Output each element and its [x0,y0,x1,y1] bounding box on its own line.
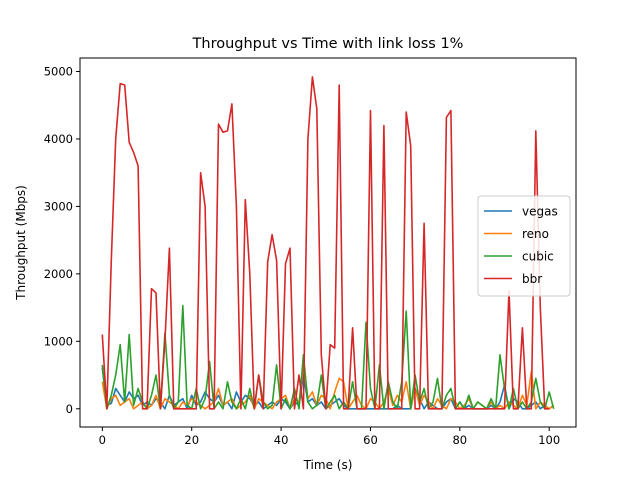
series-lines [101,76,555,410]
legend-box [477,195,571,297]
y-tick-label: 2000 [44,267,73,281]
legend-label-vegas: vegas [522,205,558,219]
x-tick-label: 80 [452,433,467,447]
series-line-cubic [101,304,555,410]
y-tick-label: 4000 [44,132,73,146]
x-tick-label: 0 [99,433,106,447]
y-tick-label: 1000 [44,334,73,348]
y-tick-label: 5000 [44,64,73,78]
legend-label-bbr: bbr [522,272,542,286]
x-tick-label: 40 [274,433,289,447]
y-axis-label: Throughput (Mbps) [14,185,28,301]
x-tick-label: 20 [184,433,199,447]
y-tick-label: 3000 [44,199,73,213]
x-axis: 0 20 40 60 80 100 [99,427,560,447]
x-tick-label: 100 [538,433,560,447]
y-axis: 0 1000 2000 3000 4000 5000 [44,64,80,416]
chart-title: Throughput vs Time with link loss 1% [192,36,464,52]
x-axis-label: Time (s) [303,458,353,472]
y-tick-label: 0 [66,402,73,416]
legend-label-reno: reno [522,227,549,241]
series-line-bbr [101,76,550,410]
x-tick-label: 60 [363,433,378,447]
plot-frame [79,57,577,428]
legend-label-cubic: cubic [522,250,554,264]
legend: vegas reno cubic bbr [477,195,571,297]
